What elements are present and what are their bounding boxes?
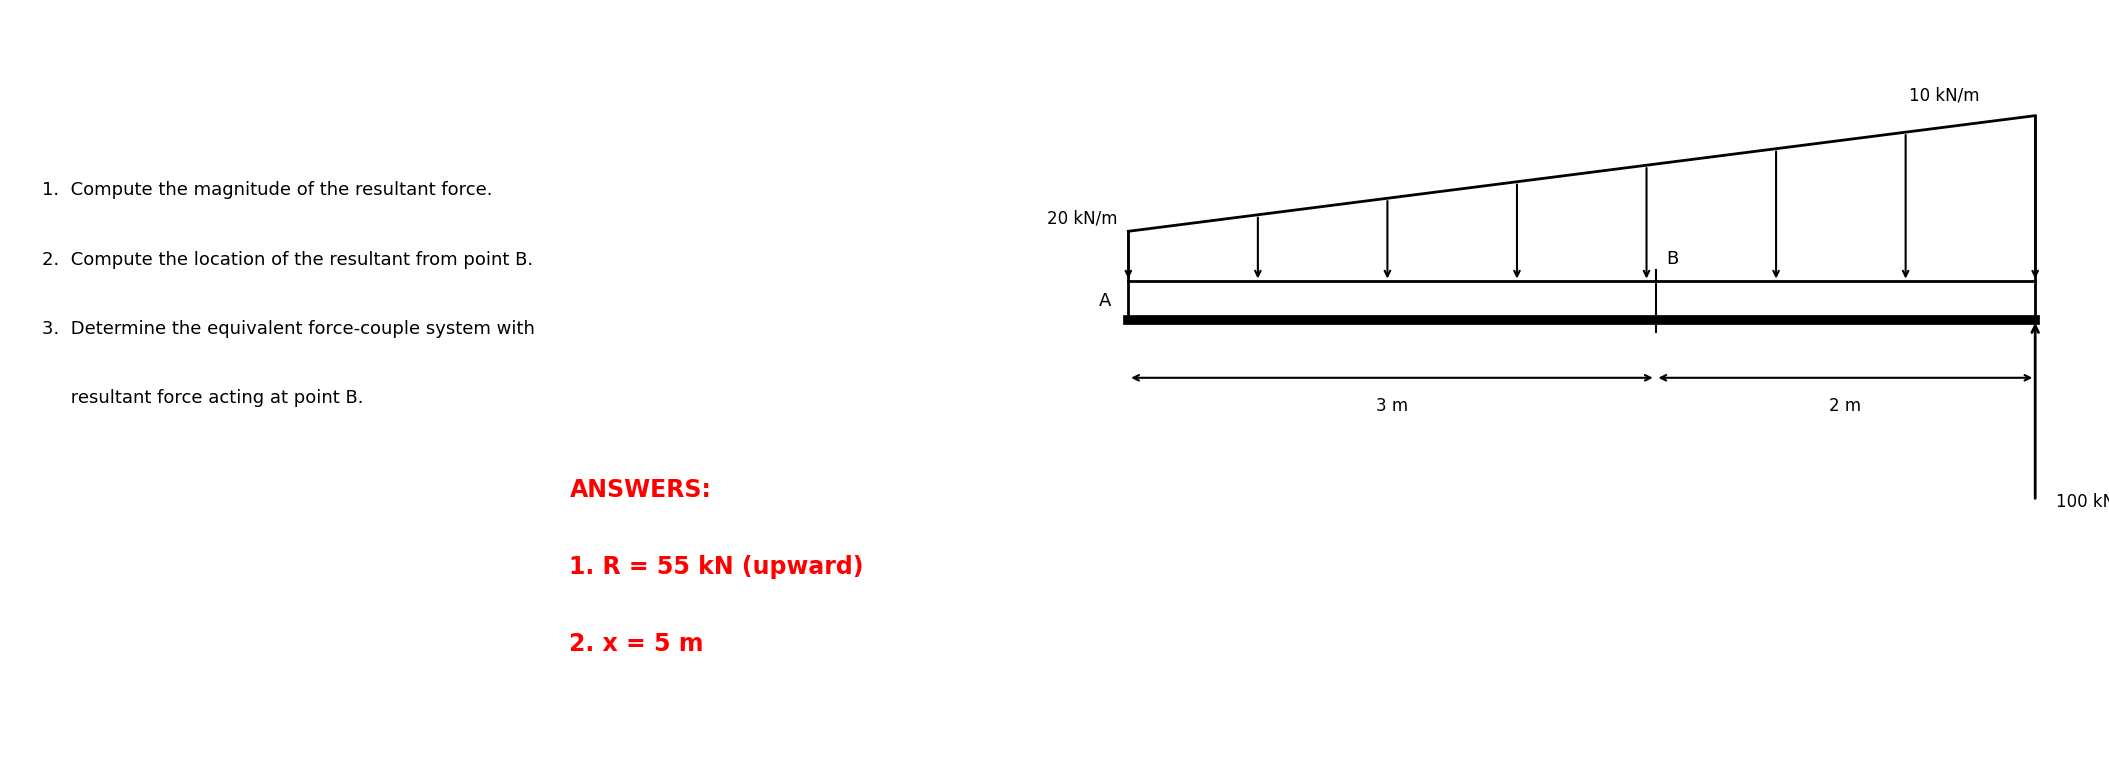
- Text: 10 kN/m: 10 kN/m: [1909, 86, 1978, 104]
- Text: A: A: [1099, 291, 1111, 310]
- Text: resultant force acting at point B.: resultant force acting at point B.: [42, 389, 363, 407]
- Text: 2 m: 2 m: [1829, 397, 1862, 415]
- Text: 100 kN: 100 kN: [2056, 493, 2109, 511]
- Text: 2.  Compute the location of the resultant from point B.: 2. Compute the location of the resultant…: [42, 251, 534, 268]
- Text: 3.  Determine the equivalent force-couple system with: 3. Determine the equivalent force-couple…: [42, 320, 536, 338]
- Text: 3 m: 3 m: [1375, 397, 1409, 415]
- Text: 1.  Compute the magnitude of the resultant force.: 1. Compute the magnitude of the resultan…: [42, 181, 494, 199]
- Text: 20 kN/m: 20 kN/m: [1048, 210, 1118, 227]
- Bar: [1128, 281, 2035, 320]
- Text: 2. x = 5 m: 2. x = 5 m: [569, 632, 704, 656]
- Text: 1. R = 55 kN (upward): 1. R = 55 kN (upward): [569, 555, 865, 579]
- Text: ANSWERS:: ANSWERS:: [569, 478, 711, 502]
- Text: B: B: [1666, 250, 1679, 268]
